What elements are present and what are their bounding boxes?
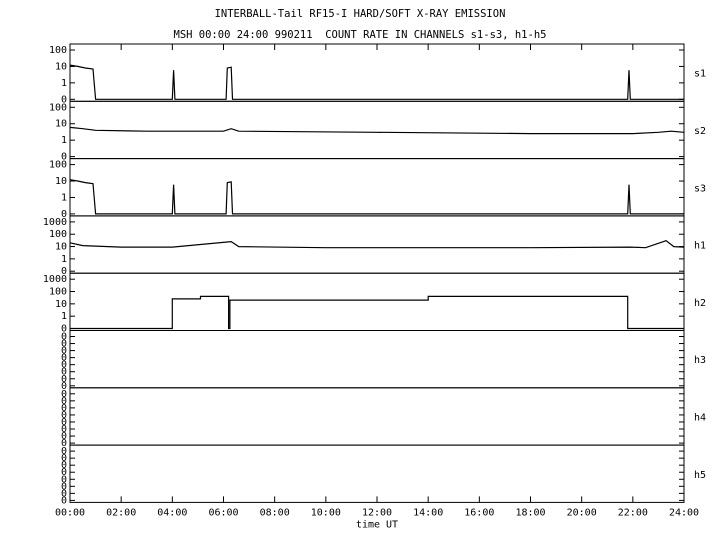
y-tick-label-h3-6: 0	[61, 374, 67, 385]
y-tick-label-h4-6: 0	[61, 431, 67, 442]
series-line-h1	[69, 240, 685, 249]
series-line-s1	[69, 64, 684, 100]
x-tick-label-11: 22:00	[618, 507, 648, 518]
y-tick-label-s2-0: 100	[49, 102, 67, 113]
y-tick-label-h5-0: 0	[61, 446, 67, 457]
x-tick-label-7: 14:00	[413, 507, 443, 518]
y-tick-label-s3-1: 10	[55, 176, 67, 187]
x-tick-label-5: 10:00	[311, 507, 341, 518]
panel-frame-s2	[69, 100, 685, 160]
y-tick-label-h3-1: 0	[61, 339, 67, 350]
y-tick-label-h2-2: 10	[55, 299, 67, 310]
y-tick-label-h5-6: 0	[61, 488, 67, 499]
y-tick-label-s1-0: 100	[49, 45, 67, 56]
y-tick-label-h3-7: 0	[61, 381, 67, 392]
channel-label-h2: h2	[694, 298, 706, 309]
chart-subtitle: MSH 00:00 24:00 990211 COUNT RATE IN CHA…	[173, 29, 547, 41]
y-tick-label-h3-3: 0	[61, 353, 67, 364]
channel-label-s1: s1	[694, 69, 706, 80]
y-tick-label-h4-2: 0	[61, 403, 67, 414]
channel-label-h1: h1	[694, 241, 706, 252]
y-tick-label-h3-5: 0	[61, 367, 67, 378]
panel-frame-h4	[69, 387, 685, 446]
x-tick-label-12: 24:00	[669, 507, 699, 518]
y-tick-label-h3-0: 0	[61, 332, 67, 343]
y-tick-label-h4-3: 0	[61, 410, 67, 421]
x-tick-label-6: 12:00	[362, 507, 392, 518]
y-tick-label-h4-0: 0	[61, 389, 67, 400]
y-tick-label-s3-3: 0	[61, 209, 67, 220]
y-tick-label-h4-5: 0	[61, 424, 67, 435]
y-tick-label-h5-7: 0	[61, 495, 67, 506]
y-tick-label-h2-3: 1	[61, 311, 67, 322]
y-tick-label-s3-0: 100	[49, 160, 67, 171]
panel-frame-s3	[69, 158, 685, 217]
panel-frame-h5	[69, 444, 685, 503]
x-tick-label-3: 06:00	[208, 507, 238, 518]
channel-label-s3: s3	[694, 183, 706, 194]
y-tick-label-h5-2: 0	[61, 460, 67, 471]
x-tick-label-0: 00:00	[55, 507, 85, 518]
y-tick-label-s2-3: 0	[61, 152, 67, 163]
y-tick-label-s1-1: 10	[55, 61, 67, 72]
x-tick-label-9: 18:00	[515, 507, 545, 518]
series-line-s2	[69, 126, 685, 135]
x-axis-label: time UT	[356, 519, 398, 530]
channel-label-h5: h5	[694, 470, 706, 481]
series-line-h2	[70, 295, 684, 330]
x-tick-label-10: 20:00	[567, 507, 597, 518]
panel-frame-h2	[69, 272, 685, 332]
x-tick-label-2: 04:00	[157, 507, 187, 518]
y-tick-label-h1-2: 10	[55, 242, 67, 253]
y-tick-label-h4-4: 0	[61, 417, 67, 428]
panel-frame-s1	[69, 43, 685, 102]
channel-label-h4: h4	[694, 412, 706, 423]
x-tick-label-4: 08:00	[260, 507, 290, 518]
x-tick-label-1: 02:00	[106, 507, 136, 518]
x-tick-label-8: 16:00	[464, 507, 494, 518]
y-tick-label-h1-1: 100	[49, 229, 67, 240]
y-tick-label-h5-5: 0	[61, 481, 67, 492]
y-tick-label-s1-2: 1	[61, 78, 67, 89]
y-tick-label-h4-7: 0	[61, 438, 67, 449]
y-tick-label-s3-2: 1	[61, 192, 67, 203]
y-tick-label-h2-0: 1000	[43, 274, 67, 285]
y-tick-label-h5-3: 0	[61, 467, 67, 478]
y-tick-label-h3-2: 0	[61, 346, 67, 357]
y-tick-label-s1-3: 0	[61, 94, 67, 105]
panel-frame-h3	[69, 330, 685, 389]
y-tick-label-h5-4: 0	[61, 474, 67, 485]
y-tick-label-h5-1: 0	[61, 453, 67, 464]
y-tick-label-h2-4: 0	[61, 324, 67, 335]
y-tick-label-s2-2: 1	[61, 135, 67, 146]
channel-label-h3: h3	[694, 355, 706, 366]
y-tick-label-h4-1: 0	[61, 396, 67, 407]
y-tick-label-h3-4: 0	[61, 360, 67, 371]
y-tick-label-h1-3: 1	[61, 254, 67, 265]
y-tick-label-h1-4: 0	[61, 266, 67, 277]
channel-label-s2: s2	[694, 126, 706, 137]
y-tick-label-h1-0: 1000	[43, 217, 67, 228]
chart-title: INTERBALL-Tail RF15-I HARD/SOFT X-RAY EM…	[214, 8, 506, 20]
y-tick-label-s2-1: 10	[55, 119, 67, 130]
y-tick-label-h2-1: 100	[49, 287, 67, 298]
panel-frame-h1	[69, 215, 685, 274]
series-line-s3	[69, 179, 684, 215]
